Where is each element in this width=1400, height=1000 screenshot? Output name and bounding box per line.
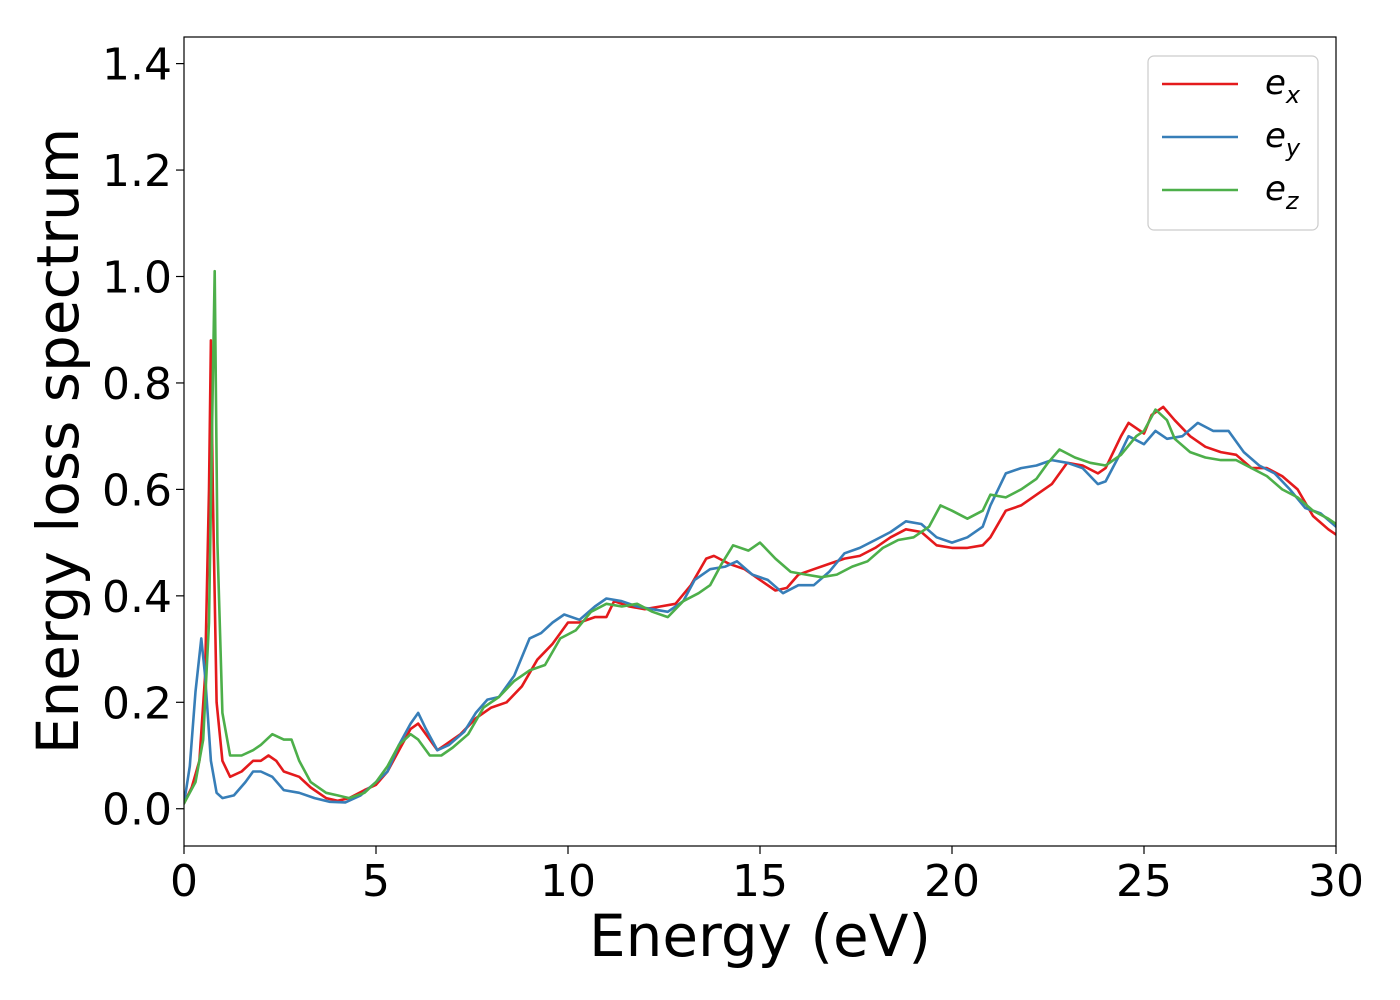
y-tick-label: 0.8 <box>102 359 172 410</box>
x-axis-label: Energy (eV) <box>589 902 931 970</box>
series-layer <box>184 269 1336 805</box>
plot-area <box>184 37 1336 846</box>
legend-label-base: e <box>1265 169 1286 209</box>
legend-label-subscript: x <box>1285 81 1301 109</box>
x-tick-label: 5 <box>362 856 390 907</box>
legend-label-x: ex <box>1265 63 1301 109</box>
x-tick-label: 15 <box>732 856 788 907</box>
y-tick-label: 1.2 <box>102 146 172 197</box>
y-tick-label: 1.4 <box>102 40 172 91</box>
legend-label-y: ey <box>1265 116 1301 162</box>
legend-box <box>1147 55 1319 231</box>
legend-label-z: ez <box>1265 169 1300 215</box>
series-line-y <box>184 421 1336 805</box>
y-tick-label: 0.2 <box>102 678 172 729</box>
x-tick-label: 20 <box>924 856 980 907</box>
y-tick-label: 1.0 <box>102 253 172 304</box>
legend-label-base: e <box>1265 63 1286 103</box>
y-tick-label: 0.4 <box>102 572 172 623</box>
x-tick-label: 0 <box>170 856 198 907</box>
legend-label-subscript: z <box>1285 187 1300 215</box>
series-line-z <box>184 269 1336 805</box>
x-tick-label: 30 <box>1308 856 1364 907</box>
x-tick-label: 10 <box>540 856 596 907</box>
y-axis-label: Energy loss spectrum <box>24 128 92 754</box>
x-tick-label: 25 <box>1116 856 1172 907</box>
legend-label-base: e <box>1265 116 1286 156</box>
y-tick-label: 0.6 <box>102 465 172 516</box>
y-axis: 0.0 0.2 0.4 0.6 0.8 1.0 1.2 1.4 <box>102 40 184 836</box>
x-axis: 0 5 10 15 20 25 30 <box>170 846 1364 907</box>
legend-label-subscript: y <box>1285 134 1301 162</box>
y-tick-label: 0.0 <box>102 785 172 836</box>
